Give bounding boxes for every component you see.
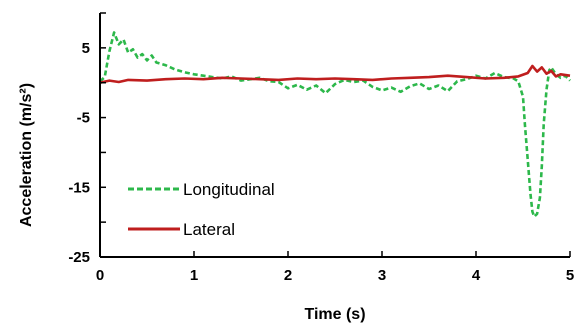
plot-area bbox=[99, 31, 571, 218]
legend-label-lateral: Lateral bbox=[183, 220, 235, 239]
y-ticks: 5 -5 -15 -25 bbox=[68, 12, 106, 266]
y-tick-label: -5 bbox=[77, 110, 90, 127]
y-axis-title: Acceleration (m/s²) bbox=[18, 83, 35, 227]
legend: Longitudinal Lateral bbox=[128, 180, 275, 239]
y-tick-label: 5 bbox=[82, 40, 90, 57]
series-line-lateral bbox=[99, 64, 571, 84]
legend-label-longitudinal: Longitudinal bbox=[183, 180, 275, 199]
x-axis-title: Time (s) bbox=[304, 306, 365, 323]
x-tick-label: 0 bbox=[96, 267, 104, 284]
x-tick-label: 1 bbox=[190, 267, 198, 284]
x-tick-label: 2 bbox=[284, 267, 292, 284]
x-tick-label: 3 bbox=[378, 267, 386, 284]
x-tick-label: 4 bbox=[472, 267, 481, 284]
y-tick-label: -25 bbox=[68, 249, 90, 266]
y-tick-label: -15 bbox=[68, 179, 90, 196]
series-line-longitudinal bbox=[99, 31, 571, 218]
x-ticks: 0 1 2 3 4 5 bbox=[96, 251, 574, 284]
x-tick-label: 5 bbox=[566, 267, 574, 284]
